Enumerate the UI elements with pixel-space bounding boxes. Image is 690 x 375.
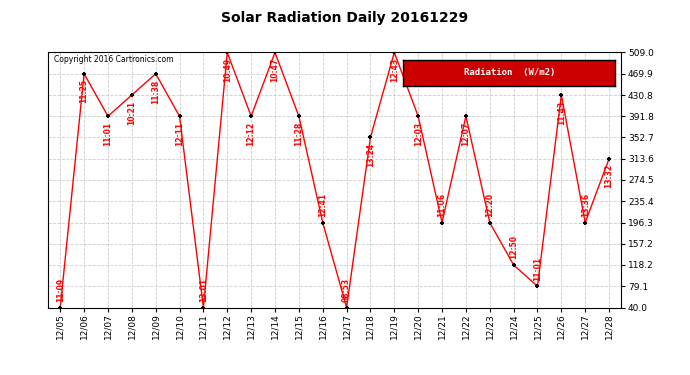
Text: 10:49: 10:49	[223, 58, 232, 82]
Text: 12:07: 12:07	[462, 122, 471, 146]
Text: 12:43: 12:43	[390, 58, 399, 82]
Point	[556, 92, 567, 98]
Point	[246, 113, 257, 119]
Text: 12:11: 12:11	[175, 122, 184, 146]
Text: 11:38: 11:38	[151, 80, 160, 104]
Text: 11:25: 11:25	[79, 80, 88, 104]
Text: 12:50: 12:50	[509, 236, 518, 260]
Point	[413, 113, 424, 119]
Text: 13:01: 13:01	[199, 278, 208, 302]
Point	[317, 219, 328, 225]
Text: 11:28: 11:28	[295, 122, 304, 146]
Point	[55, 304, 66, 310]
Point	[221, 50, 233, 55]
Text: 12:03: 12:03	[414, 122, 423, 146]
Point	[102, 113, 113, 119]
Point	[150, 71, 161, 77]
Text: 08:53: 08:53	[342, 278, 351, 302]
Point	[365, 135, 376, 141]
Point	[341, 304, 352, 310]
Point	[293, 113, 304, 119]
Point	[580, 219, 591, 225]
Text: 13:36: 13:36	[581, 193, 590, 217]
Text: 10:21: 10:21	[128, 100, 137, 125]
Text: 13:24: 13:24	[366, 143, 375, 167]
Text: 11:43: 11:43	[557, 100, 566, 125]
Point	[388, 50, 400, 55]
Text: 11:09: 11:09	[56, 278, 65, 302]
Point	[174, 113, 185, 119]
Point	[532, 283, 543, 289]
Text: 12:20: 12:20	[485, 193, 494, 217]
Text: 12:41: 12:41	[318, 193, 327, 217]
Text: 11:01: 11:01	[533, 256, 542, 280]
Text: 10:47: 10:47	[270, 58, 279, 82]
Point	[508, 262, 519, 268]
Point	[437, 219, 448, 225]
Text: Solar Radiation Daily 20161229: Solar Radiation Daily 20161229	[221, 11, 469, 25]
Text: 12:12: 12:12	[246, 122, 255, 146]
Point	[484, 219, 495, 225]
Point	[604, 156, 615, 162]
Point	[198, 304, 209, 310]
Point	[126, 92, 137, 98]
Text: Copyright 2016 Cartronics.com: Copyright 2016 Cartronics.com	[54, 55, 173, 64]
Text: 13:32: 13:32	[604, 164, 613, 188]
Point	[79, 71, 90, 77]
Point	[460, 113, 471, 119]
Point	[270, 50, 281, 55]
Text: 11:01: 11:01	[104, 122, 112, 146]
Text: 11:06: 11:06	[437, 193, 446, 217]
